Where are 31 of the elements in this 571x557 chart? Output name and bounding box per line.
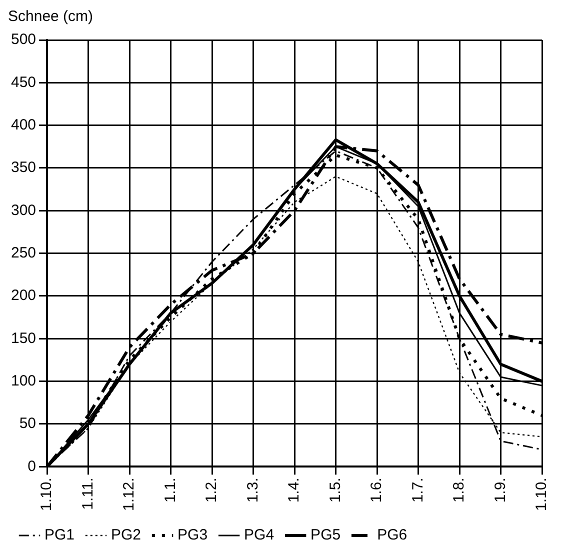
y-tick-label: 100	[10, 372, 36, 390]
y-tick-label: 150	[10, 330, 36, 347]
x-tick-label: 1.8.	[450, 478, 468, 503]
x-tick-label: 1.6.	[368, 478, 386, 503]
legend-label: PG6	[377, 526, 408, 544]
x-tick-label: 1.1.	[162, 478, 179, 503]
y-axis-title: Schnee (cm)	[8, 8, 94, 27]
y-tick-label: 300	[10, 202, 36, 219]
x-tick-label: 1.9.	[492, 478, 509, 503]
x-tick-label: 1.10.	[38, 478, 56, 512]
y-tick-label: 400	[10, 116, 36, 134]
legend-label: PG2	[111, 526, 142, 544]
x-tick-label: 1.7.	[409, 478, 426, 503]
legend-label: PG5	[310, 526, 341, 544]
x-tick-label: 1.12.	[120, 478, 138, 512]
legend-label: PG1	[44, 526, 75, 544]
y-tick-label: 500	[10, 31, 36, 48]
legend-label: PG3	[178, 526, 208, 544]
y-tick-label: 350	[10, 159, 36, 176]
x-tick-label: 1.5.	[326, 478, 344, 503]
x-tick-label: 1.2.	[203, 478, 220, 503]
y-tick-label: 250	[10, 244, 36, 262]
y-tick-label: 50	[19, 415, 36, 432]
x-tick-label: 1.3.	[244, 478, 262, 503]
x-tick-label: 1.4.	[286, 478, 303, 503]
x-tick-label: 1.10.	[533, 478, 550, 512]
y-tick-label: 450	[10, 74, 36, 91]
x-tick-label: 1.11.	[79, 478, 96, 510]
y-tick-label: 200	[10, 287, 36, 304]
legend-label: PG4	[244, 526, 274, 544]
y-tick-label: 0	[28, 458, 36, 475]
